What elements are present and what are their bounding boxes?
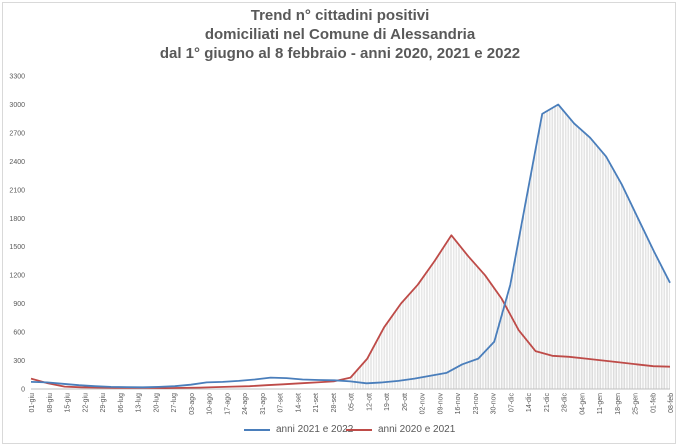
x-tick-label: 30-nov — [491, 393, 498, 415]
x-tick-label: 28-dic — [562, 393, 569, 413]
x-tick-label: 31-ago — [260, 393, 267, 415]
legend-swatch-red — [346, 428, 372, 431]
y-tick-label: 2700 — [9, 130, 25, 137]
legend-item-2021-2022: anni 2021 e 2022 — [244, 424, 353, 435]
y-tick-label: 300 — [13, 358, 25, 365]
x-tick-label: 08-feb — [668, 393, 675, 413]
x-tick-label: 14-dic — [526, 393, 533, 413]
x-tick-label: 09-nov — [437, 393, 444, 415]
x-tick-label: 27-lug — [171, 393, 178, 413]
x-tick-label: 12-ott — [366, 393, 373, 411]
x-tick-label: 10-ago — [207, 393, 214, 415]
x-tick-label: 28-set — [331, 393, 338, 413]
chart-title-line-3: dal 1° giugno al 8 febbraio - anni 2020,… — [159, 45, 521, 62]
x-tick-label: 21-dic — [544, 393, 551, 413]
series-line-anni-2021-e-2022 — [30, 103, 671, 389]
series-line-anni-2020-e-2021 — [30, 234, 671, 390]
chart-title-line-1: Trend n° cittadini positivi — [250, 7, 430, 24]
chart-title-line-2: domiciliati nel Comune di Alessandria — [204, 26, 476, 43]
x-tick-label: 06-lug — [118, 393, 125, 413]
y-tick-label: 3000 — [9, 102, 25, 109]
y-axis-ticks: 0 300 600 900 1200 1500 1800 2100 2400 2700 3000 33… — [9, 74, 25, 394]
x-tick-label: 03-ago — [189, 393, 196, 415]
x-tick-label: 14-set — [295, 393, 302, 413]
y-tick-label: 600 — [13, 330, 25, 337]
legend-swatch-blue — [244, 428, 270, 431]
hatch-series-2020 — [350, 235, 670, 389]
x-tick-label: 13-lug — [136, 393, 143, 413]
x-tick-label: 07-set — [278, 393, 285, 413]
x-tick-label: 07-dic — [508, 393, 515, 413]
y-tick-label: 1500 — [9, 244, 25, 251]
x-tick-label: 21-set — [313, 393, 320, 413]
y-tick-label: 3300 — [9, 74, 25, 81]
x-tick-label: 04-gen — [579, 393, 586, 415]
x-tick-label: 16-nov — [455, 393, 462, 415]
x-tick-label: 20-lug — [153, 393, 160, 413]
x-tick-label: 11-gen — [597, 393, 604, 414]
x-axis-ticks: 01-giu 08-giu 15-giu 22-giu 29-giu 06-lug 13-l… — [29, 393, 675, 415]
x-tick-label: 01-giu — [29, 393, 36, 413]
y-tick-label: 0 — [21, 387, 25, 394]
x-tick-label: 26-ott — [402, 393, 409, 411]
x-tick-label: 05-ott — [349, 393, 356, 411]
x-tick-label: 01-feb — [650, 393, 657, 413]
x-tick-label: 17-ago — [224, 393, 231, 415]
x-tick-label: 18-gen — [615, 393, 622, 415]
legend-item-2020-2021: anni 2020 e 2021 — [346, 424, 455, 435]
chart-title: Trend n° cittadini positivi domiciliati … — [0, 6, 680, 63]
x-tick-label: 15-giu — [65, 393, 72, 413]
x-tick-label: 22-giu — [82, 393, 89, 413]
x-tick-label: 25-gen — [633, 393, 640, 415]
x-tick-label: 08-giu — [47, 393, 54, 413]
x-tick-label: 29-giu — [100, 393, 107, 413]
x-tick-label: 02-nov — [420, 393, 427, 415]
x-tick-label: 19-ott — [384, 393, 391, 411]
y-tick-label: 1200 — [9, 273, 25, 280]
y-tick-label: 1800 — [9, 216, 25, 223]
legend-label-2020-2021: anni 2020 e 2021 — [378, 424, 456, 435]
y-tick-label: 2100 — [9, 187, 25, 194]
y-tick-label: 2400 — [9, 159, 25, 166]
series-lines — [30, 103, 671, 390]
x-tick-label: 24-ago — [242, 393, 249, 415]
hatch-series-2022 — [419, 104, 670, 389]
legend-label-2021-2022: anni 2021 e 2022 — [276, 424, 354, 435]
x-tick-label: 23-nov — [473, 393, 480, 415]
y-tick-label: 900 — [13, 301, 25, 308]
